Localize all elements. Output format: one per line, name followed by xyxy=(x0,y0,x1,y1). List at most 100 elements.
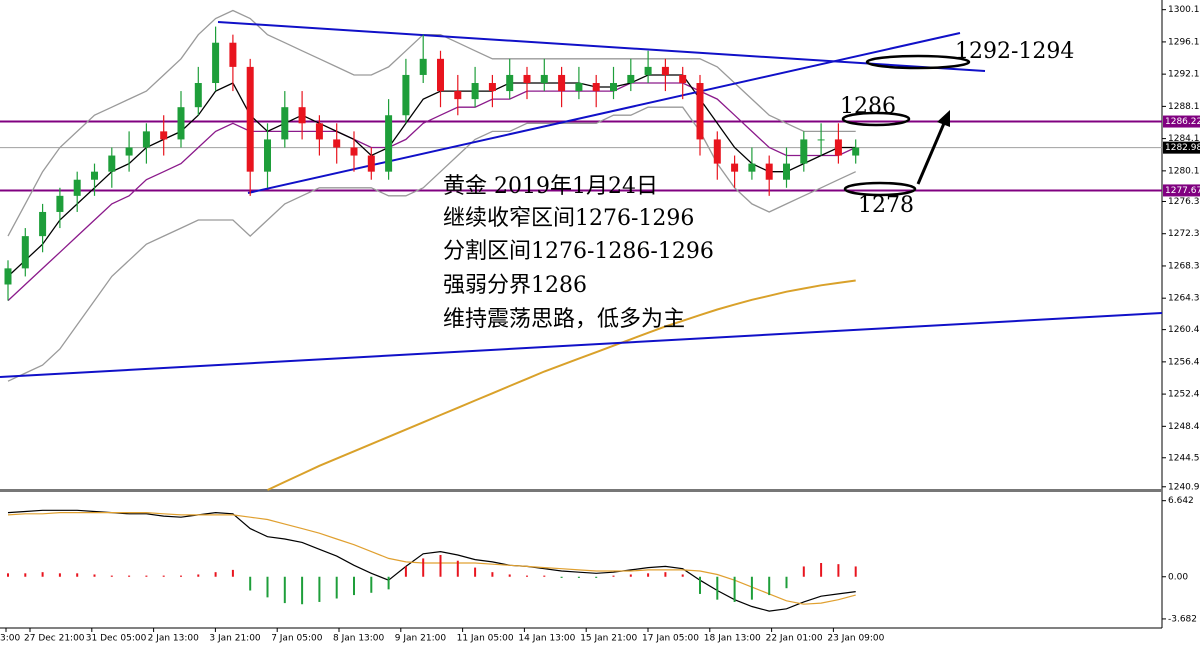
note-line: 强弱分界1286 xyxy=(443,273,587,298)
level-label-box xyxy=(1163,141,1200,154)
candle-body xyxy=(39,211,47,237)
x-tick-label: 14 Jan 13:00 xyxy=(518,634,575,644)
indicator-line xyxy=(7,74,856,277)
indicator-line xyxy=(7,82,856,302)
indicator-line xyxy=(267,279,856,491)
y-tick-label: 0.00 xyxy=(1168,572,1188,582)
x-tick-label: 7 Jan 05:00 xyxy=(271,634,323,644)
candle-body xyxy=(125,147,133,156)
candle-body xyxy=(679,74,687,84)
candle-body xyxy=(56,195,64,212)
ellipse xyxy=(843,181,917,197)
note-line: 继续收窄区间1276-1296 xyxy=(443,206,694,231)
x-tick-label: 31 Dec 05:00 xyxy=(86,634,147,644)
x-tick-label: 3:00 xyxy=(0,634,20,644)
candle-body xyxy=(108,155,116,172)
level-label-box xyxy=(1163,184,1200,197)
trend-line xyxy=(217,21,986,72)
ellipse xyxy=(841,111,911,127)
macd-line xyxy=(7,509,856,612)
candle-body xyxy=(298,107,306,124)
candle-body xyxy=(21,236,29,269)
candle-body xyxy=(558,74,566,92)
level-label: 1282.98 xyxy=(1165,143,1200,153)
level-label-box xyxy=(1163,115,1200,128)
candle-body xyxy=(834,139,842,156)
candle-body xyxy=(333,139,341,148)
arrow-head xyxy=(937,110,950,127)
candle-body xyxy=(696,83,704,140)
x-tick-label: 23 Jan 09:00 xyxy=(827,634,884,644)
ellipse xyxy=(865,54,971,70)
annotation: 1292-1294 xyxy=(955,39,1074,64)
candle-body xyxy=(575,83,583,92)
y-tick-label: 1272.30 xyxy=(1168,229,1200,239)
candle-body xyxy=(523,74,531,84)
candle-body xyxy=(437,58,444,92)
x-tick-label: 27 Dec 21:00 xyxy=(24,634,85,644)
trend-line xyxy=(0,312,1163,378)
y-tick-label: 1248.40 xyxy=(1168,422,1200,432)
candle-body xyxy=(454,91,462,100)
candle-body xyxy=(385,115,393,172)
x-tick-label: 22 Jan 01:00 xyxy=(766,634,823,644)
candle-body xyxy=(592,83,600,92)
candle-body xyxy=(817,139,825,141)
y-tick-label: -3.682 xyxy=(1168,614,1197,624)
note-line: 维持震荡思路，低多为主 xyxy=(443,307,685,332)
candle-body xyxy=(229,42,237,67)
candle-body xyxy=(194,83,202,108)
x-tick-label: 17 Jan 05:00 xyxy=(642,634,699,644)
level-label: 1277.67 xyxy=(1165,186,1200,196)
candle-body xyxy=(177,107,185,140)
indicator-line xyxy=(7,9,856,237)
x-tick-label: 11 Jan 05:00 xyxy=(457,634,514,644)
candle-body xyxy=(315,123,323,140)
candle-body xyxy=(731,163,739,172)
candle-body xyxy=(800,139,808,164)
y-tick-label: 1292.10 xyxy=(1168,70,1200,80)
candle-body xyxy=(160,131,168,140)
candle-body xyxy=(506,74,514,92)
y-tick-label: 1240.90 xyxy=(1168,482,1200,492)
y-tick-label: 1296.10 xyxy=(1168,37,1200,47)
x-tick-label: 18 Jan 13:00 xyxy=(704,634,761,644)
macd-line xyxy=(7,512,856,605)
y-tick-label: 1268.30 xyxy=(1168,261,1200,271)
annotation: 1286 xyxy=(840,94,896,119)
y-tick-label: 1252.40 xyxy=(1168,390,1200,400)
candle-body xyxy=(488,83,496,92)
candle-body xyxy=(540,74,548,84)
candle-body xyxy=(765,163,773,180)
candle-body xyxy=(610,83,617,92)
candle-body xyxy=(142,131,150,148)
y-tick-label: 1288.10 xyxy=(1168,102,1200,112)
x-tick-label: 3 Jan 21:00 xyxy=(209,634,261,644)
candle-body xyxy=(852,147,860,156)
candle-body xyxy=(350,147,358,156)
candle-body xyxy=(748,163,756,172)
candle-body xyxy=(246,66,254,172)
drawings xyxy=(0,21,1163,378)
candle-body xyxy=(661,66,669,75)
candle-body xyxy=(402,74,410,116)
candle-body xyxy=(644,66,652,75)
y-tick-label: 1244.50 xyxy=(1168,453,1200,463)
y-tick-label: 1260.40 xyxy=(1168,325,1200,335)
y-tick-label: 1256.40 xyxy=(1168,357,1200,367)
candle-body xyxy=(367,155,375,172)
indicator-line xyxy=(7,106,856,382)
candle-body xyxy=(264,139,271,172)
note-line: 分割区间1276-1286-1296 xyxy=(443,239,714,264)
level-label: 1286.22 xyxy=(1165,117,1200,127)
x-tick-label: 2 Jan 13:00 xyxy=(148,634,200,644)
candle-body xyxy=(783,163,790,180)
trend-line xyxy=(247,32,961,194)
note-line: 黄金 2019年1月24日 xyxy=(443,174,658,199)
y-tick-label: 1300.10 xyxy=(1168,5,1200,15)
y-tick-label: 1276.30 xyxy=(1168,197,1200,207)
y-tick-label: 6.642 xyxy=(1168,496,1194,506)
y-tick-label: 1264.30 xyxy=(1168,294,1200,304)
panel-separator xyxy=(0,489,1162,492)
